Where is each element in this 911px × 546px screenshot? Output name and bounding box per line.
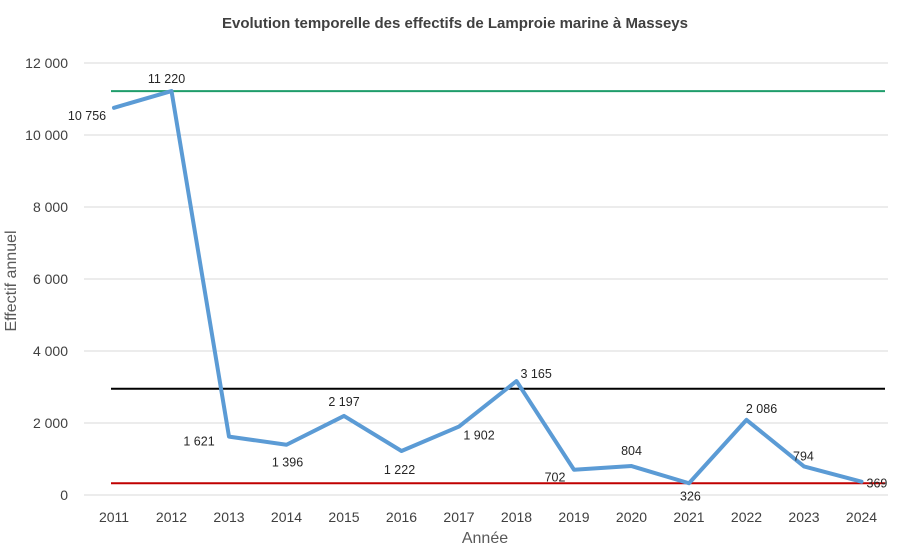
x-tick-label-2020: 2020 — [616, 509, 647, 525]
x-tick-label-2013: 2013 — [213, 509, 244, 525]
y-tick-label-6000: 6 000 — [33, 271, 68, 287]
data-label-2016: 1 222 — [384, 463, 415, 477]
reference-lines — [111, 90, 885, 485]
data-label-2022: 2 086 — [746, 402, 777, 416]
data-label-2012: 11 220 — [148, 72, 185, 86]
x-tick-label-2023: 2023 — [788, 509, 819, 525]
data-label-2020: 804 — [621, 444, 642, 458]
data-label-2021: 326 — [680, 489, 701, 503]
data-label-2013: 1 621 — [183, 435, 214, 449]
y-tick-label-12000: 12 000 — [25, 55, 68, 71]
x-tick-label-2015: 2015 — [328, 509, 359, 525]
y-tick-label-0: 0 — [60, 487, 68, 503]
series-group — [112, 89, 864, 486]
y-tick-label-2000: 2 000 — [33, 415, 68, 431]
y-axis-ticks: 0 2 000 4 000 6 000 8 000 10 000 12 000 — [25, 55, 68, 503]
x-tick-label-2018: 2018 — [501, 509, 532, 525]
y-tick-label-10000: 10 000 — [25, 127, 68, 143]
y-tick-label-4000: 4 000 — [33, 343, 68, 359]
x-tick-label-2016: 2016 — [386, 509, 417, 525]
data-label-2018: 3 165 — [521, 367, 552, 381]
gridlines — [84, 62, 888, 496]
data-label-2011: 10 756 — [68, 109, 106, 123]
x-tick-label-2019: 2019 — [558, 509, 589, 525]
data-label-2024: 369 — [867, 477, 888, 491]
x-tick-label-2021: 2021 — [673, 509, 704, 525]
y-tick-label-8000: 8 000 — [33, 199, 68, 215]
x-axis-title: Année — [462, 530, 508, 546]
x-tick-label-2012: 2012 — [156, 509, 187, 525]
x-tick-label-2022: 2022 — [731, 509, 762, 525]
x-tick-label-2024: 2024 — [846, 509, 877, 525]
data-label-2015: 2 197 — [328, 395, 359, 409]
data-label-2019: 702 — [545, 471, 566, 485]
data-label-2017: 1 902 — [463, 429, 494, 443]
data-label-2014: 1 396 — [272, 456, 303, 470]
chart-title: Evolution temporelle des effectifs de La… — [222, 15, 688, 32]
x-tick-label-2017: 2017 — [443, 509, 474, 525]
data-labels: 10 756 11 220 1 621 1 396 2 197 1 222 1 902 3 1… — [68, 72, 888, 503]
y-axis-title: Effectif annuel — [3, 230, 20, 331]
x-tick-label-2011: 2011 — [99, 509, 129, 525]
data-label-2023: 794 — [793, 449, 814, 463]
x-axis-ticks: 2011 2012 2013 2014 2015 2016 2017 2018 2019 2020… — [99, 509, 877, 525]
series-line — [112, 89, 864, 486]
x-tick-label-2014: 2014 — [271, 509, 302, 525]
